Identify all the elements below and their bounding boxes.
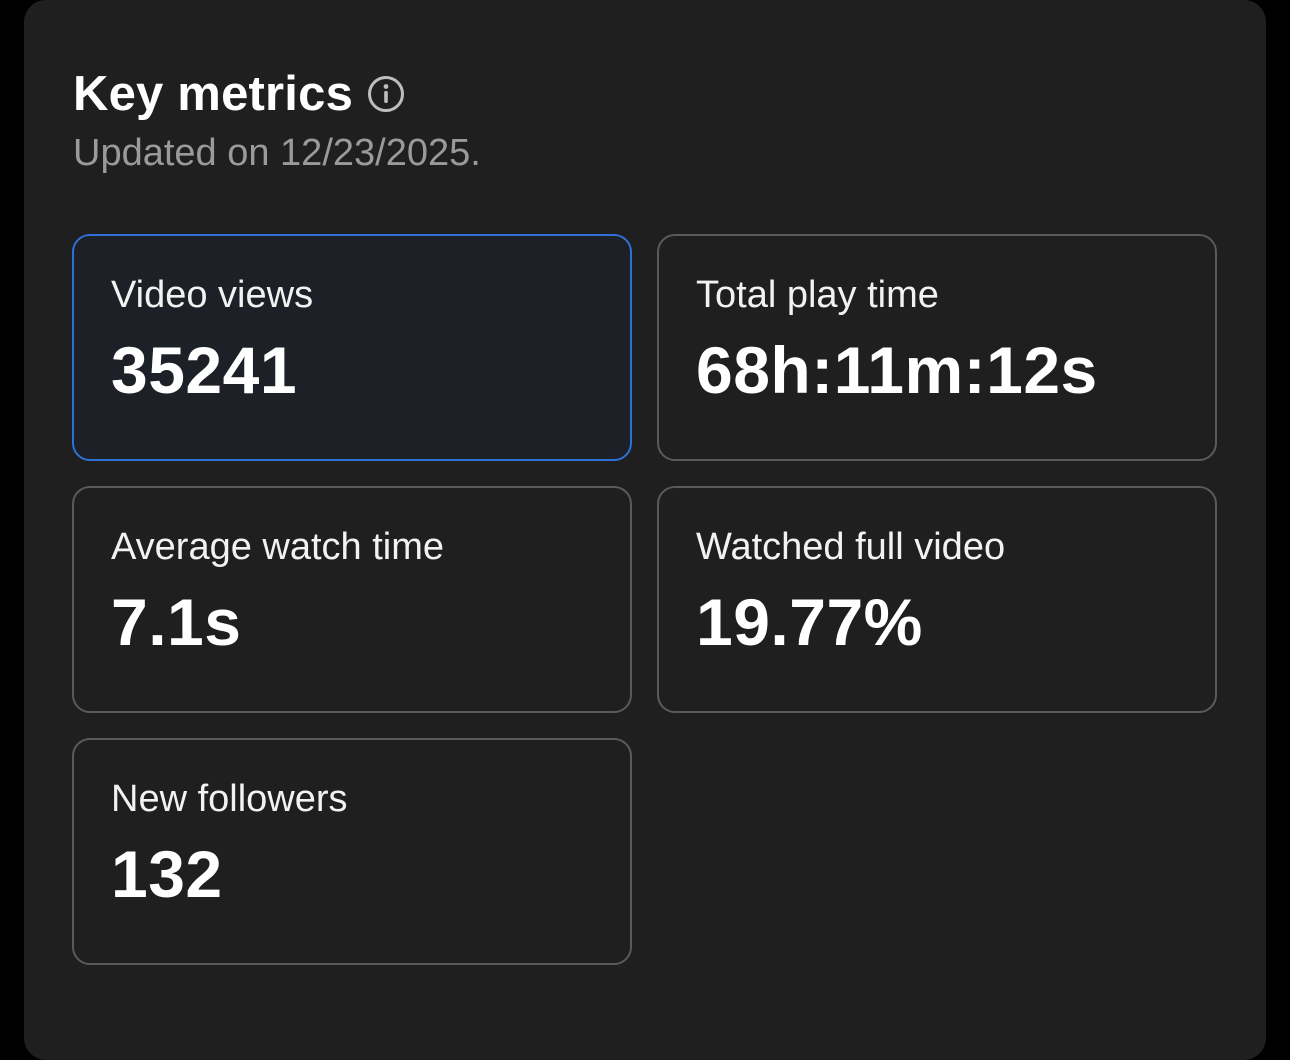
metric-card-average-watch-time[interactable]: Average watch time 7.1s bbox=[72, 486, 632, 713]
metric-label: Watched full video bbox=[696, 526, 1006, 568]
metric-value: 19.77% bbox=[696, 585, 923, 659]
metric-label: Video views bbox=[111, 274, 314, 316]
key-metrics-panel: Key metrics Updated on 12/23/2025. Video… bbox=[24, 0, 1266, 1060]
metric-value: 35241 bbox=[111, 333, 298, 407]
info-icon[interactable] bbox=[367, 75, 405, 113]
metric-value: 7.1s bbox=[111, 585, 242, 659]
title-row: Key metrics bbox=[73, 64, 481, 124]
key-metrics-header: Key metrics Updated on 12/23/2025. bbox=[73, 64, 481, 175]
metric-card-watched-full-video[interactable]: Watched full video 19.77% bbox=[657, 486, 1217, 713]
updated-date: Updated on 12/23/2025. bbox=[73, 132, 481, 174]
metric-card-total-play-time[interactable]: Total play time 68h:11m:12s bbox=[657, 234, 1217, 461]
metric-value: 132 bbox=[111, 837, 223, 911]
metric-label: Total play time bbox=[696, 274, 939, 316]
metric-label: New followers bbox=[111, 778, 348, 820]
page-title: Key metrics bbox=[73, 67, 354, 121]
metric-label: Average watch time bbox=[111, 526, 445, 568]
metric-card-new-followers[interactable]: New followers 132 bbox=[72, 738, 632, 965]
metric-value: 68h:11m:12s bbox=[696, 333, 1098, 407]
metric-card-video-views[interactable]: Video views 35241 bbox=[72, 234, 632, 461]
